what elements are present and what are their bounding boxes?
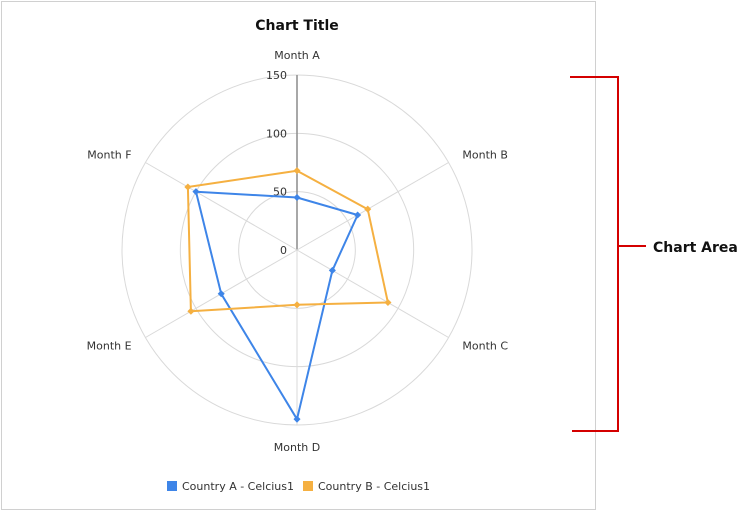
data-point[interactable]: [354, 211, 362, 219]
data-point[interactable]: [293, 167, 301, 175]
chart-title: Chart Title: [255, 18, 339, 34]
category-label: Month A: [274, 49, 320, 62]
category-label: Month E: [87, 340, 132, 353]
tick-label: 0: [280, 244, 287, 257]
category-label: Month F: [87, 149, 131, 162]
tick-label: 100: [266, 127, 287, 140]
data-point[interactable]: [217, 290, 225, 298]
legend-item[interactable]: Country A - Celcius1: [167, 480, 294, 493]
data-point[interactable]: [384, 298, 392, 307]
series-layer: [184, 167, 392, 423]
legend-label: Country A - Celcius1: [182, 480, 294, 493]
spoke-line: [145, 162, 298, 251]
annotation-bracket: [570, 76, 646, 432]
spoke-line: [296, 162, 449, 251]
chart-area-annotation: Chart Area: [570, 76, 738, 432]
data-point[interactable]: [192, 188, 200, 196]
legend-swatch: [303, 481, 313, 491]
category-label: Month B: [462, 149, 508, 162]
category-label: Month C: [462, 340, 508, 353]
legend: Country A - Celcius1 Country B - Celcius1: [167, 480, 430, 493]
category-labels: Month A Month B Month C Month D Month E Month…: [87, 49, 509, 454]
tick-label: 150: [266, 69, 287, 82]
data-point[interactable]: [293, 415, 301, 423]
legend-swatch: [167, 481, 177, 491]
legend-item[interactable]: Country B - Celcius1: [303, 480, 430, 493]
legend-label: Country B - Celcius1: [318, 480, 430, 493]
data-point[interactable]: [184, 183, 192, 191]
spoke-line: [296, 249, 449, 338]
series-country-b: [184, 167, 392, 315]
data-point[interactable]: [293, 301, 301, 309]
series-line: [186, 169, 389, 313]
data-point[interactable]: [293, 193, 301, 202]
data-point[interactable]: [364, 205, 372, 213]
series-country-a: [192, 188, 362, 423]
category-label: Month D: [274, 441, 320, 454]
annotation-label: Chart Area: [653, 240, 738, 256]
data-point[interactable]: [187, 307, 195, 315]
radar-grid: [121, 74, 473, 426]
data-point[interactable]: [328, 266, 336, 274]
